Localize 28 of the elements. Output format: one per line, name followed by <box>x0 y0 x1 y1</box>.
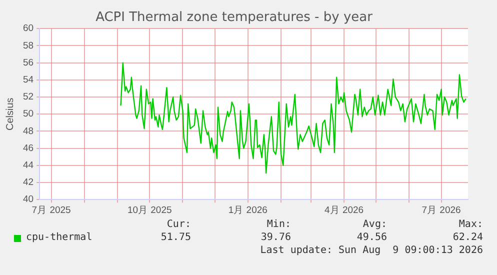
x-tick-label: 7月 2026 <box>422 204 461 216</box>
y-tick-label: 40 <box>22 194 34 206</box>
x-tick-label: 7月 2025 <box>32 204 71 216</box>
text: Min: <box>266 219 291 230</box>
x-tick-label: 4月 2026 <box>324 204 364 216</box>
text: Last update: Sun Aug 9 09:00:13 2026 <box>260 245 483 256</box>
y-tick-label: 44 <box>22 160 34 172</box>
y-tick-label: 60 <box>22 23 34 34</box>
chart-title: ACPI Thermal zone temperatures - by year <box>96 10 374 26</box>
text: 62.24 <box>452 232 483 243</box>
text: Cur: <box>166 219 191 230</box>
y-tick-label: 46 <box>22 142 34 154</box>
y-tick-label: 52 <box>22 92 34 103</box>
y-tick-label: 58 <box>22 40 34 52</box>
text: 49.56 <box>356 232 387 243</box>
y-axis-title: Celsius <box>4 98 16 130</box>
text: Max: <box>458 219 483 230</box>
legend-label: cpu-thermal <box>26 232 92 243</box>
text: 39.76 <box>260 232 291 243</box>
x-tick-label: 1月 2026 <box>228 204 268 216</box>
x-tick-label: 10月 2025 <box>127 204 172 216</box>
y-tick-label: 56 <box>22 57 34 68</box>
text: Avg: <box>362 219 387 230</box>
y-tick-label: 50 <box>22 108 34 120</box>
y-tick-label: 54 <box>22 74 34 86</box>
text: 51.75 <box>160 232 191 243</box>
y-tick-label: 48 <box>22 126 34 137</box>
y-tick-label: 42 <box>22 177 34 188</box>
